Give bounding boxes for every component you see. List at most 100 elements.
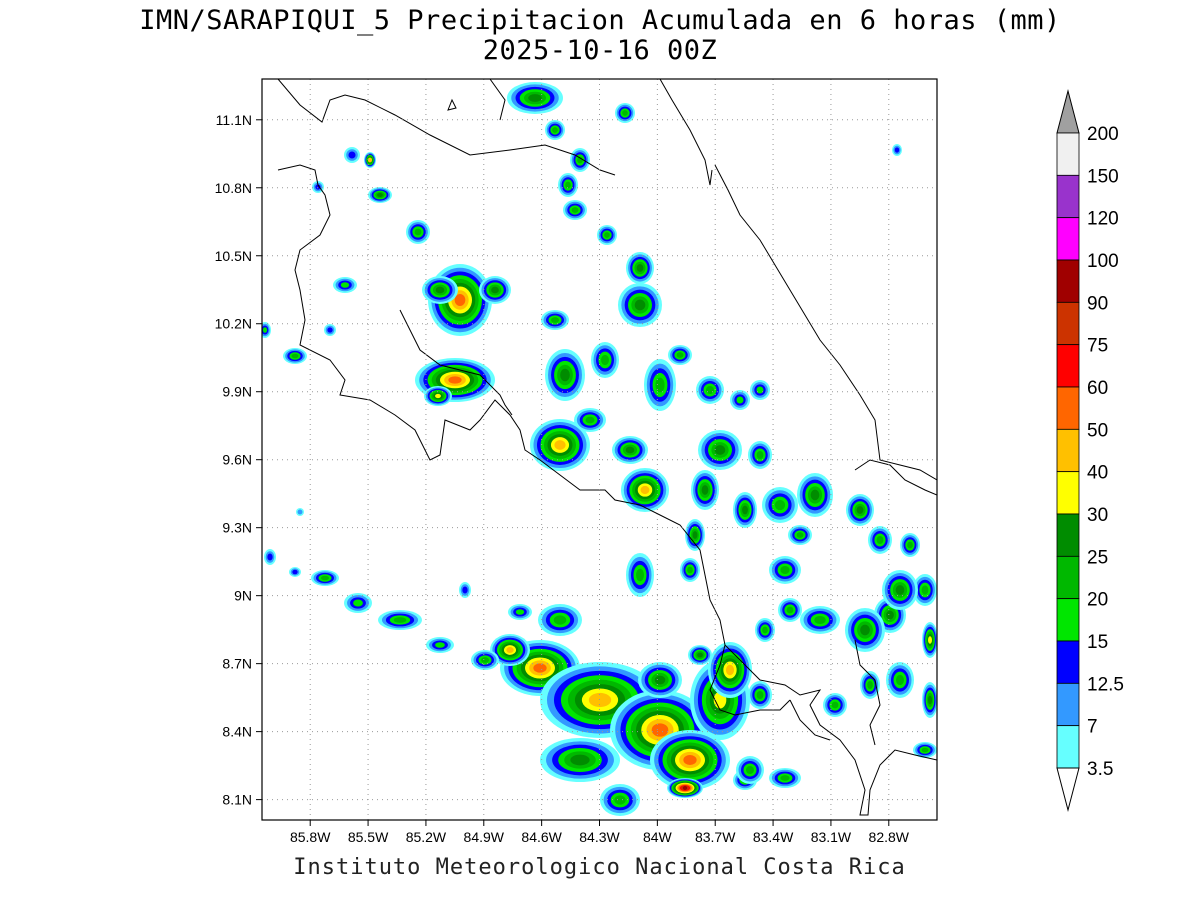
rain-contour [515,609,525,615]
rain-contour [636,568,644,582]
rain-cell [750,380,770,400]
lat-tick-label: 10.5N [215,248,252,264]
rain-cell [845,608,885,652]
rain-contour [292,569,298,575]
rain-contour [867,681,873,689]
rain-contour [921,585,929,595]
rain-contour [676,352,684,358]
colorbar-band [1056,259,1080,303]
rain-cell [691,470,719,510]
rain-contour [742,505,748,515]
rain-contour [636,264,644,272]
rain-cell [696,376,724,404]
rain-cell [364,152,376,168]
rain-cell [459,582,471,598]
rain-contour [340,282,350,288]
rain-contour [393,617,407,623]
rain-contour [377,193,383,197]
rain-cell [563,200,587,220]
rain-cell [597,225,617,245]
colorbar-band [1056,598,1080,642]
rain-cell [490,634,530,666]
rain-contour [435,393,441,399]
rain-contour [528,94,542,102]
colorbar-label: 60 [1087,378,1108,399]
rain-cell [540,738,620,782]
rain-cell [797,473,833,517]
osa-peninsula [709,644,791,716]
lon-tick-label: 83.4W [753,829,794,845]
bocas-del-toro-coast [854,459,937,496]
rain-cell [368,187,392,203]
rain-cell [668,345,692,365]
rain-contour [725,664,735,676]
gulf-of-nicoya [399,309,513,416]
rain-contour [692,531,698,539]
lon-tick-label: 83.7W [695,829,736,845]
nicoya-pacific-coast [277,164,937,816]
rain-contour [267,553,273,561]
lon-tick-label: 84.9W [464,829,505,845]
colorbar-label: 150 [1087,166,1119,187]
colorbar-band [1056,132,1080,176]
rain-cell [574,408,606,432]
rain-cell [769,768,801,788]
rain-cell [823,693,847,717]
rain-contour [291,353,299,359]
lat-tick-label: 9.9N [222,384,252,400]
lat-tick-label: 10.2N [215,316,252,332]
rain-cell [545,349,585,401]
rain-contour [570,754,590,766]
rain-contour [856,506,864,514]
colorbar-label: 75 [1087,336,1108,357]
rain-cell [344,147,360,163]
rain-contour [774,499,786,511]
rain-cell [736,756,764,784]
rain-contour [786,606,794,614]
rain-cell [600,784,640,816]
rain-cell [900,533,920,557]
rain-cell [730,390,750,410]
colorbar-band [1056,555,1080,600]
rain-contour [435,286,445,294]
rain-cell [688,645,712,665]
rain-contour [655,377,665,393]
rain-contour [780,566,790,574]
island [447,98,457,111]
rain-cell [264,549,276,565]
rain-contour [625,446,635,454]
rain-cell [618,283,662,327]
colorbar-label: 30 [1087,505,1108,526]
rain-cell [868,526,892,554]
colorbar-label: 20 [1087,590,1108,611]
rain-contour [414,228,422,236]
rain-cell [846,494,874,526]
rain-contour [262,327,268,333]
rain-contour [921,747,929,753]
rain-cell [685,519,705,551]
rain-cell [778,598,802,622]
colorbar-band [1056,682,1080,727]
lat-tick-label: 9N [234,588,252,604]
footer-credit: Instituto Meteorologico Nacional Costa R… [293,855,906,880]
rain-contour [604,232,610,238]
colorbar-band [1056,301,1080,346]
rain-cell [680,558,700,582]
rain-contour [321,575,329,581]
colorbar-under-arrow [1056,767,1080,812]
rain-cell [311,570,339,586]
rain-contour [907,541,913,549]
rain-contour [462,586,468,594]
lat-tick-label: 9.3N [222,520,252,536]
colorbar-label: 7 [1087,717,1098,738]
colorbar-band [1056,471,1080,515]
rain-contour [796,532,804,538]
rain-cell [378,610,422,630]
rain-cell [283,348,307,364]
rain-contour [448,376,462,384]
rain-contour [634,299,646,311]
rain-cell [324,324,336,336]
rain-contour [368,158,372,162]
rain-cell [570,148,590,172]
rain-contour [895,585,905,595]
